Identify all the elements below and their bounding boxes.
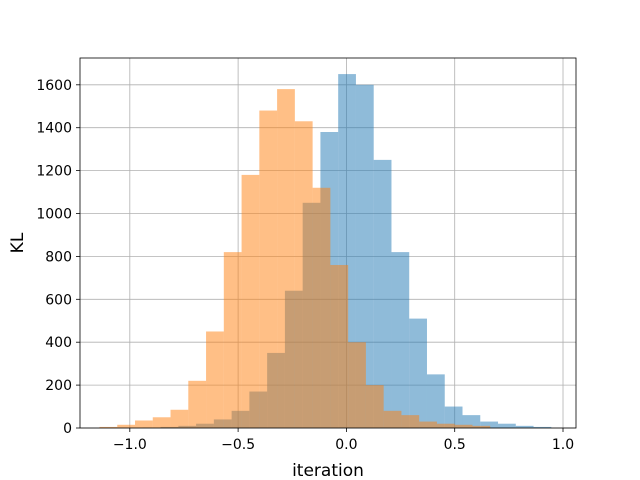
y-axis-label: KL (8, 232, 28, 253)
x-tick-label: 0.0 (335, 437, 357, 453)
y-tick-label: 0 (63, 421, 72, 437)
x-axis-label: iteration (292, 461, 364, 480)
histogram-bar-series-2 (170, 409, 189, 428)
histogram-bar-series-2 (206, 331, 224, 428)
histogram-bar-series-1 (462, 415, 481, 428)
histogram-bar-series-1 (498, 423, 516, 428)
axis-ticks: −1.0 −0.5 0.0 0.5 1.0 0 200 400 600 800 1000 1200 14… (36, 78, 574, 453)
histogram-bar-series-1 (409, 318, 427, 428)
histogram-bar-series-2 (152, 417, 171, 428)
histogram-bar-series-2 (241, 174, 260, 428)
histogram-bar-series-2 (436, 423, 455, 428)
histogram-bar-series-2 (348, 342, 366, 428)
y-tick-label: 1000 (36, 207, 72, 223)
x-tick-label: 0.5 (444, 437, 466, 453)
histogram-bar-series-1 (533, 426, 552, 428)
histogram-bar-series-1 (480, 421, 499, 428)
histogram-bar-series-1 (391, 252, 410, 428)
histogram-bar-series-2 (294, 121, 313, 428)
x-tick-label: −1.0 (113, 437, 147, 453)
y-tick-label: 1600 (36, 78, 72, 94)
x-tick-label: −0.5 (221, 437, 255, 453)
histogram-bar-series-2 (330, 264, 349, 428)
histogram-bar-series-2 (472, 425, 491, 428)
histogram-bars (99, 74, 552, 429)
histogram-bar-series-1 (426, 374, 445, 428)
histogram-bar-series-2 (223, 252, 242, 428)
histogram-bar-series-2 (365, 385, 384, 428)
x-tick-label: 1.0 (552, 437, 574, 453)
histogram-bar-series-2 (454, 424, 473, 428)
histogram-bar-series-1 (515, 425, 534, 428)
y-tick-label: 600 (45, 292, 72, 308)
histogram-bar-series-2 (135, 420, 153, 428)
y-tick-label: 1200 (36, 164, 72, 180)
histogram-bar-series-1 (444, 406, 463, 428)
histogram-bar-series-2 (419, 421, 437, 428)
histogram-bar-series-2 (383, 410, 402, 428)
histogram-bar-series-2 (99, 426, 118, 428)
histogram-bar-series-2 (401, 415, 420, 428)
y-tick-label: 1400 (36, 121, 72, 137)
y-tick-label: 400 (45, 335, 72, 351)
histogram-bar-series-2 (312, 187, 331, 428)
histogram-bar-series-1 (373, 159, 392, 428)
y-tick-label: 200 (45, 378, 72, 394)
histogram-bar-series-2 (117, 424, 136, 428)
histogram-bar-series-2 (188, 380, 207, 428)
histogram-bar-series-2 (259, 110, 278, 429)
y-tick-label: 800 (45, 249, 72, 265)
plot-frame (79, 57, 577, 429)
histogram-bar-series-2 (277, 89, 295, 429)
